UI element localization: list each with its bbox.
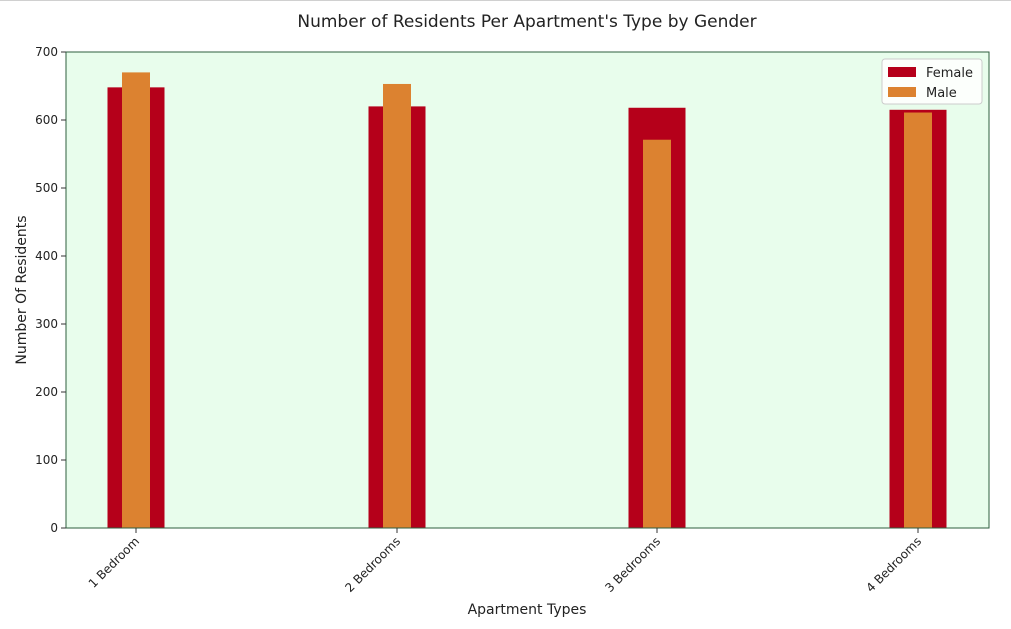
legend: Female Male	[881, 58, 983, 105]
y-tick-label: 600	[35, 113, 58, 127]
y-tick-label: 200	[35, 385, 58, 399]
bar-male-4	[904, 112, 932, 529]
legend-label-female: Female	[926, 66, 973, 81]
y-tick-label: 300	[35, 317, 58, 331]
y-tick-label: 100	[35, 453, 58, 467]
legend-swatch-female	[888, 67, 916, 77]
chart-title: Number of Residents Per Apartment's Type…	[297, 12, 756, 32]
bar-male-1	[122, 72, 150, 529]
y-tick-label: 400	[35, 249, 58, 263]
y-tick-label: 0	[50, 521, 58, 535]
top-divider	[0, 0, 1011, 1]
y-tick-label: 700	[35, 45, 58, 59]
bars	[107, 72, 947, 529]
y-tick-label: 500	[35, 181, 58, 195]
bar-male-3	[643, 139, 671, 528]
x-tick-label: 1 Bedroom	[86, 534, 142, 590]
x-axis-label: Apartment Types	[468, 602, 587, 618]
y-axis-label: Number Of Residents	[14, 215, 30, 364]
plot-area	[66, 52, 989, 528]
legend-label-male: Male	[926, 86, 957, 101]
x-tick-label: 2 Bedrooms	[342, 534, 403, 595]
y-axis: 0 100 200 300 400 500 600 700	[35, 45, 66, 535]
x-tick-label: 4 Bedrooms	[863, 534, 924, 595]
x-tick-label: 3 Bedrooms	[602, 534, 663, 595]
legend-swatch-male	[888, 87, 916, 97]
plot-frame	[65, 51, 990, 529]
bar-male-2	[383, 83, 411, 529]
x-axis: 1 Bedroom 2 Bedrooms 3 Bedrooms 4 Bedrooms	[86, 528, 924, 595]
